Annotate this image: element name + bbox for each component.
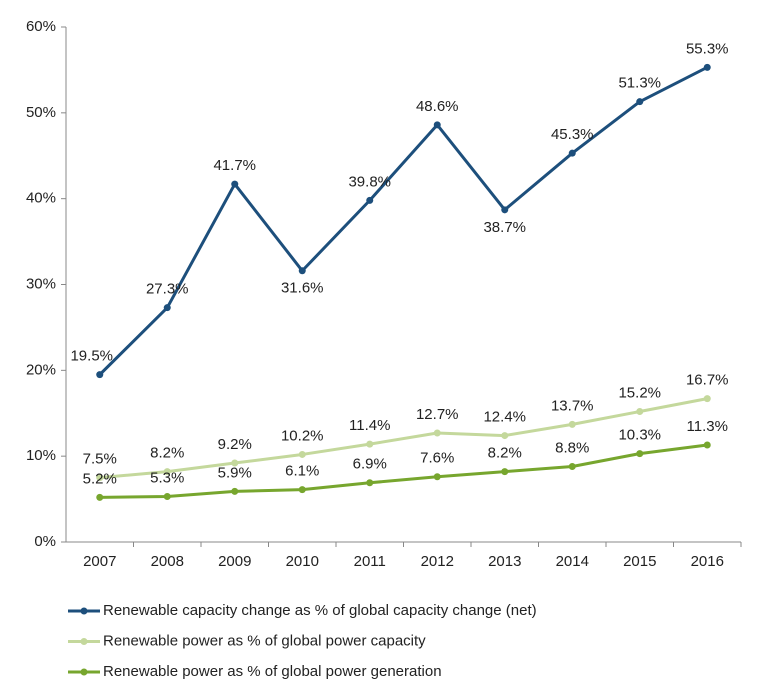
- point: [568, 149, 576, 157]
- data-label: 7.5%: [83, 451, 117, 468]
- y-tick-label: 60%: [26, 18, 56, 35]
- legend-marker: [80, 668, 88, 676]
- point: [231, 487, 239, 495]
- point: [366, 479, 374, 487]
- data-label: 8.2%: [150, 445, 184, 462]
- y-tick-label: 30%: [26, 275, 56, 292]
- legend-label: Renewable capacity change as % of global…: [103, 602, 537, 619]
- point: [433, 121, 441, 129]
- point: [703, 395, 711, 403]
- data-label: 12.4%: [483, 409, 526, 426]
- series-line: [99, 443, 708, 499]
- point: [96, 371, 104, 379]
- data-label: 27.3%: [146, 281, 189, 298]
- data-label: 5.2%: [83, 470, 117, 487]
- point: [568, 462, 576, 470]
- point: [96, 493, 104, 501]
- x-tick-label: 2015: [623, 553, 656, 570]
- data-label: 5.9%: [218, 464, 252, 481]
- legend-marker: [80, 638, 88, 645]
- x-tick-label: 2008: [151, 553, 184, 570]
- series-line: [98, 66, 708, 376]
- data-label: 8.2%: [488, 445, 522, 462]
- y-tick-label: 20%: [26, 361, 56, 378]
- data-label: 16.7%: [686, 372, 729, 389]
- point: [231, 180, 239, 188]
- x-tick-label: 2016: [691, 553, 724, 570]
- point: [433, 473, 441, 481]
- point: [636, 98, 644, 106]
- x-tick-label: 2013: [488, 553, 521, 570]
- point: [163, 304, 171, 312]
- x-tick-label: 2007: [83, 553, 116, 570]
- x-tick-label: 2014: [556, 553, 589, 570]
- data-label: 15.2%: [618, 385, 661, 402]
- data-label: 39.8%: [348, 173, 391, 190]
- x-tick-label: 2011: [354, 553, 386, 570]
- x-tick-label: 2010: [286, 553, 319, 570]
- point: [163, 468, 171, 476]
- series-line: [99, 397, 708, 480]
- data-label: 51.3%: [618, 75, 661, 92]
- point: [501, 468, 509, 476]
- data-label: 6.9%: [353, 456, 387, 473]
- point: [366, 440, 374, 448]
- legend-marker: [80, 607, 88, 615]
- data-label: 11.3%: [687, 418, 728, 435]
- data-label: 45.3%: [551, 126, 594, 143]
- data-label: 31.6%: [281, 280, 324, 297]
- data-label: 7.6%: [420, 450, 454, 467]
- point: [96, 474, 104, 482]
- point: [433, 429, 441, 437]
- point: [501, 206, 509, 214]
- point: [703, 441, 711, 449]
- point: [163, 493, 171, 501]
- data-label: 8.8%: [555, 439, 589, 456]
- data-label: 9.2%: [218, 436, 252, 453]
- y-tick-label: 10%: [26, 447, 56, 464]
- x-tick-label: 2009: [218, 553, 251, 570]
- data-label: 55.3%: [686, 40, 729, 57]
- data-label: 10.3%: [618, 427, 661, 444]
- data-label: 5.3%: [150, 469, 184, 486]
- data-label: 6.1%: [285, 463, 319, 480]
- data-label: 48.6%: [416, 98, 459, 115]
- point: [703, 63, 711, 71]
- point: [298, 267, 306, 275]
- data-label: 12.7%: [416, 406, 459, 423]
- data-label: 13.7%: [551, 397, 594, 414]
- legend-label: Renewable power as % of global power gen…: [103, 663, 442, 680]
- point: [231, 459, 239, 467]
- point: [298, 450, 306, 458]
- y-tick-label: 40%: [26, 190, 56, 207]
- point: [501, 432, 509, 440]
- x-tick-label: 2012: [421, 553, 454, 570]
- point: [568, 420, 576, 428]
- data-label: 38.7%: [483, 219, 526, 236]
- legend-label: Renewable power as % of global power cap…: [103, 632, 426, 649]
- data-label: 11.4%: [349, 417, 390, 434]
- y-tick-label: 50%: [26, 104, 56, 121]
- y-tick-label: 0%: [34, 533, 56, 550]
- point: [298, 486, 306, 494]
- point: [636, 408, 644, 416]
- data-label: 41.7%: [213, 157, 256, 174]
- data-label: 10.2%: [281, 427, 324, 444]
- point: [366, 196, 374, 204]
- data-label: 19.5%: [70, 348, 113, 365]
- point: [636, 450, 644, 458]
